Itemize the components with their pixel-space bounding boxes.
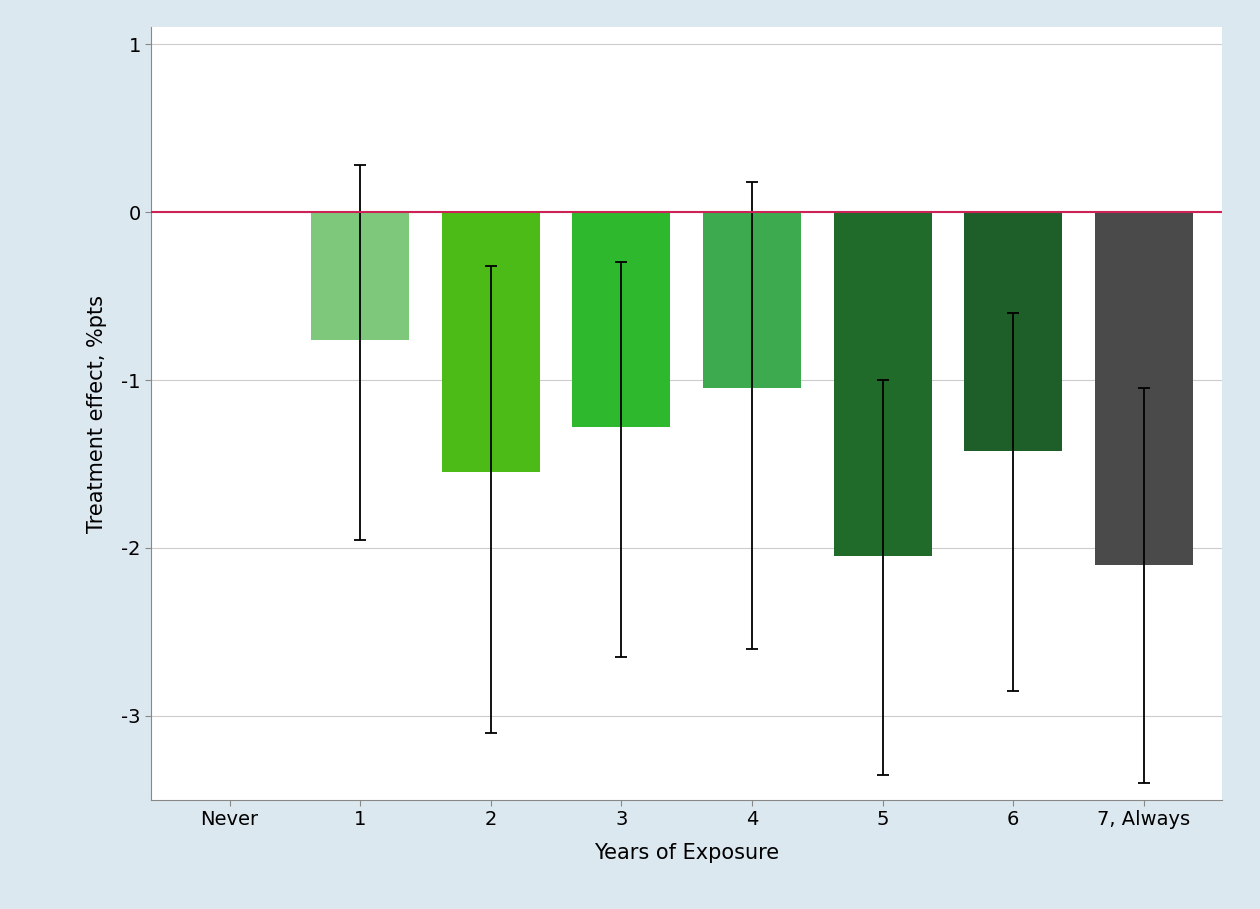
Bar [442, 212, 539, 473]
Bar [703, 212, 801, 388]
X-axis label: Years of Exposure: Years of Exposure [595, 844, 779, 864]
Bar [834, 212, 931, 556]
Bar [964, 212, 1062, 451]
Y-axis label: Treatment effect, %pts: Treatment effect, %pts [87, 295, 107, 533]
Bar [572, 212, 670, 427]
Bar [311, 212, 410, 340]
Bar [1095, 212, 1193, 564]
